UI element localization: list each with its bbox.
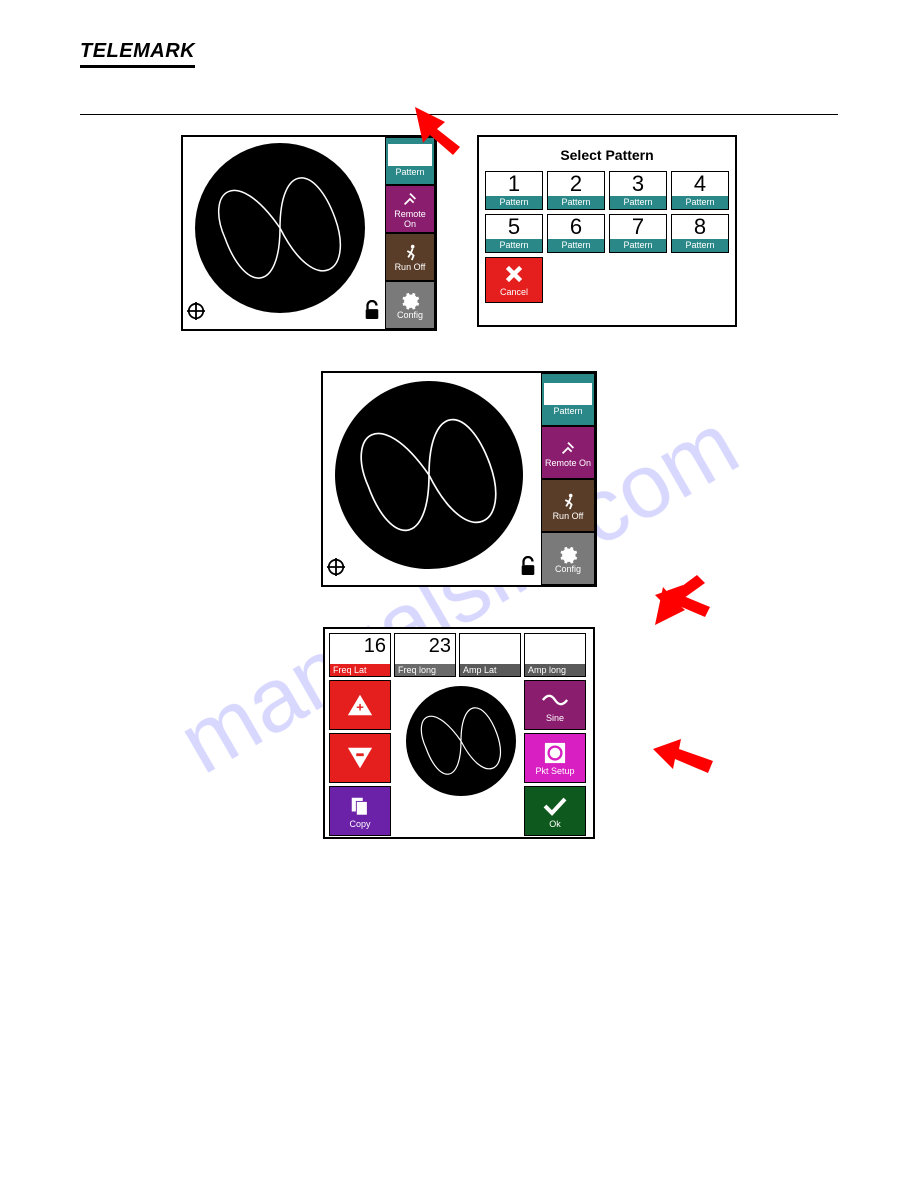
pattern-cell-7[interactable]: 7Pattern xyxy=(609,214,667,253)
config-panel: 16Freq Lat 23Freq long Amp Lat Amp long … xyxy=(323,627,595,839)
config-preview xyxy=(394,680,521,836)
circle-icon xyxy=(544,740,566,766)
pkt-setup-button[interactable]: Pkt Setup xyxy=(524,733,586,783)
remote-button-2[interactable]: Remote On xyxy=(541,426,595,479)
pattern-cell-8[interactable]: 8Pattern xyxy=(671,214,729,253)
close-icon xyxy=(503,263,525,287)
minus-button[interactable] xyxy=(329,733,391,783)
main-panel-1: Pattern Remote On Run Off Config xyxy=(181,135,437,331)
row-3: 16Freq Lat 23Freq long Amp Lat Amp long … xyxy=(80,627,838,839)
target-icon xyxy=(187,302,205,325)
cancel-label: Cancel xyxy=(500,287,528,297)
config-preview-circle xyxy=(406,686,516,796)
plus-button[interactable]: + xyxy=(329,680,391,730)
select-title: Select Pattern xyxy=(485,147,729,163)
ok-button[interactable]: Ok xyxy=(524,786,586,836)
gear-icon xyxy=(400,289,420,311)
pattern-grid: 1Pattern 2Pattern 3Pattern 4Pattern 5Pat… xyxy=(485,171,729,253)
display-area-2 xyxy=(323,373,541,585)
amp-long-cell[interactable]: Amp long xyxy=(524,633,586,677)
copy-button[interactable]: Copy xyxy=(329,786,391,836)
run-icon xyxy=(401,241,419,263)
pattern-cell-2[interactable]: 2Pattern xyxy=(547,171,605,210)
freq-lat-cell[interactable]: 16Freq Lat xyxy=(329,633,391,677)
check-icon xyxy=(542,793,568,819)
select-pattern-panel: Select Pattern 1Pattern 2Pattern 3Patter… xyxy=(477,135,737,327)
remote-button[interactable]: Remote On xyxy=(385,185,435,233)
pattern-preview xyxy=(195,143,365,313)
row-2: Pattern Remote On Run Off Config xyxy=(80,371,838,587)
pattern-cell-3[interactable]: 3Pattern xyxy=(609,171,667,210)
plus-icon: + xyxy=(346,692,374,718)
runoff-label: Run Off xyxy=(395,263,426,273)
sine-icon xyxy=(541,687,569,713)
brand-logo: TELEMARK xyxy=(80,40,195,68)
display-area xyxy=(183,137,385,329)
target-icon-2 xyxy=(327,558,345,581)
pattern-label: Pattern xyxy=(395,168,424,178)
config-button[interactable]: Config xyxy=(385,281,435,329)
pattern-preview-2 xyxy=(335,381,523,569)
sine-button[interactable]: Sine xyxy=(524,680,586,730)
runoff-button[interactable]: Run Off xyxy=(385,233,435,281)
pattern-cell-4[interactable]: 4Pattern xyxy=(671,171,729,210)
remote-label: Remote On xyxy=(388,210,432,230)
remote-icon xyxy=(401,188,419,210)
config-button-2[interactable]: Config xyxy=(541,532,595,585)
pattern-button-2[interactable]: Pattern xyxy=(541,373,595,426)
sidebar: Pattern Remote On Run Off Config xyxy=(385,137,435,329)
unlock-icon xyxy=(363,300,381,325)
minus-icon xyxy=(346,745,374,771)
cancel-button[interactable]: Cancel xyxy=(485,257,543,303)
main-panel-2: Pattern Remote On Run Off Config xyxy=(321,371,597,587)
copy-icon xyxy=(349,793,371,819)
config-label: Config xyxy=(397,311,423,321)
unlock-icon-2 xyxy=(519,556,537,581)
freq-long-cell[interactable]: 23Freq long xyxy=(394,633,456,677)
sidebar-2: Pattern Remote On Run Off Config xyxy=(541,373,595,585)
svg-text:+: + xyxy=(356,700,364,715)
row-1: Pattern Remote On Run Off Config Select … xyxy=(80,135,838,331)
pattern-cell-1[interactable]: 1Pattern xyxy=(485,171,543,210)
pattern-cell-6[interactable]: 6Pattern xyxy=(547,214,605,253)
amp-lat-cell[interactable]: Amp Lat xyxy=(459,633,521,677)
runoff-button-2[interactable]: Run Off xyxy=(541,479,595,532)
pattern-cell-5[interactable]: 5Pattern xyxy=(485,214,543,253)
